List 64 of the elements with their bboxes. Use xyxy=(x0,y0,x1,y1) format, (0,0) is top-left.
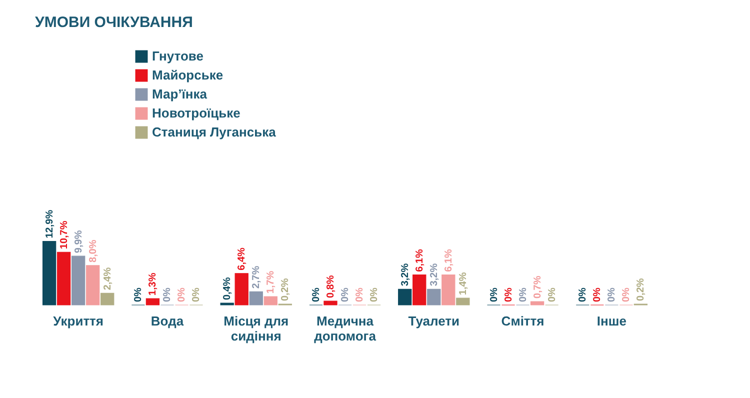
bar xyxy=(412,274,426,306)
x-tick-label: Вода xyxy=(150,314,184,328)
data-label: 0% xyxy=(191,287,202,302)
bar xyxy=(56,252,71,306)
bar xyxy=(100,292,114,306)
data-label: 0,2% xyxy=(636,278,647,302)
bar xyxy=(146,298,160,306)
data-label: 9,9% xyxy=(73,230,84,254)
data-label: 0% xyxy=(162,287,174,302)
x-tick-label: Сміття xyxy=(501,314,544,328)
data-label: 10,7% xyxy=(58,220,70,250)
data-label: 0% xyxy=(518,287,529,302)
legend-label: Мар’їнка xyxy=(152,86,208,102)
data-label: 0% xyxy=(340,287,351,302)
bar xyxy=(324,300,338,306)
data-label: 12,9% xyxy=(44,210,56,238)
bar xyxy=(530,301,544,306)
bar xyxy=(86,265,100,306)
bar xyxy=(398,288,412,306)
bar xyxy=(72,256,86,306)
data-label: 6,1% xyxy=(443,248,454,272)
bar xyxy=(264,296,278,306)
data-label: 0% xyxy=(606,287,618,302)
x-tick-label: Туалети xyxy=(408,314,460,328)
data-label: 1,4% xyxy=(458,272,469,296)
legend-label: Гнутове xyxy=(152,48,204,64)
data-label: 0% xyxy=(176,287,188,302)
data-label: 1,3% xyxy=(148,272,159,296)
data-label: 0% xyxy=(503,287,514,302)
data-label: 3,2% xyxy=(428,263,440,286)
data-label: 0% xyxy=(546,287,558,302)
bar xyxy=(234,273,248,306)
data-label: 0,8% xyxy=(325,275,336,298)
x-tick-label: Місця для сидіння xyxy=(224,314,289,344)
data-label: 6,1% xyxy=(414,248,426,272)
data-label: 2,4% xyxy=(102,267,114,290)
x-tick-label: Інше xyxy=(596,314,626,328)
bar xyxy=(456,298,470,306)
legend-label: Станиця Луганська xyxy=(152,124,277,140)
data-label: 6,4% xyxy=(236,247,248,270)
data-label: 0% xyxy=(578,287,589,302)
data-label: 0% xyxy=(369,287,380,302)
chart-title: УМОВИ ОЧІКУВАННЯ xyxy=(35,14,193,31)
data-label: 0% xyxy=(354,287,366,302)
data-label: 2,7% xyxy=(251,266,262,289)
data-label: 3,2% xyxy=(400,263,411,286)
data-label: 0,4% xyxy=(222,277,234,300)
data-label: 0% xyxy=(310,287,322,302)
data-label: 0,2% xyxy=(280,278,292,302)
x-tick-label: Медична допомога xyxy=(314,314,377,344)
legend-label: Майорське xyxy=(152,68,224,82)
data-label: 1,7% xyxy=(266,270,277,294)
data-label: 0% xyxy=(592,287,604,302)
legend-label: Новотроїцьке xyxy=(152,106,240,120)
data-label: 0% xyxy=(488,287,500,302)
data-label: 0% xyxy=(133,287,144,302)
x-tick-label: Укриття xyxy=(53,314,104,328)
bar xyxy=(249,291,263,306)
bar xyxy=(442,274,456,306)
data-label: 8,0% xyxy=(88,240,99,262)
bar xyxy=(42,240,56,306)
data-label: 0,7% xyxy=(532,276,544,299)
bar xyxy=(427,288,441,306)
data-label: 0% xyxy=(621,287,632,302)
